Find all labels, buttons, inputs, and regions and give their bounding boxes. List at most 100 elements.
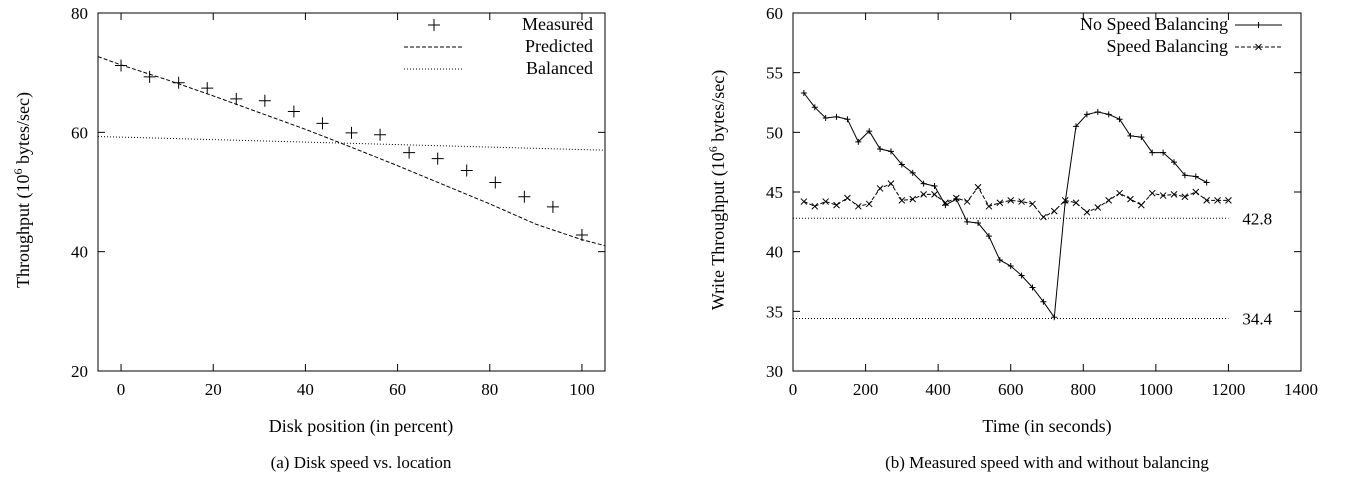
data-point	[920, 191, 927, 198]
chart-disk-speed-vs-location: 0 20 40 60 80 100 20 40 60 80 MeasuredPredictedBa…	[11, 4, 606, 472]
legend-label: Predicted	[525, 36, 593, 56]
data-point	[546, 200, 559, 213]
data-point	[345, 126, 358, 139]
data-point	[800, 198, 808, 205]
data-point	[1160, 149, 1167, 156]
data-point	[887, 180, 895, 188]
x-tick-label: 600	[998, 380, 1024, 399]
y-tick-label: 30	[766, 362, 783, 381]
x-tick-label: 20	[205, 380, 222, 399]
data-point	[1029, 200, 1036, 208]
y-tick-label: 50	[766, 123, 783, 142]
y-axis-label-suffix: bytes/sec)	[708, 70, 729, 146]
x-tick-label: 800	[1071, 380, 1097, 399]
data-point	[996, 199, 1004, 207]
x-tick-label: 60	[389, 380, 406, 399]
data-point	[1007, 196, 1015, 204]
data-point	[996, 257, 1003, 264]
y-tick-label: 35	[766, 302, 783, 321]
legend-marker	[1255, 43, 1262, 51]
data-point	[974, 183, 982, 191]
series-balanced	[97, 136, 606, 151]
y-tick-label: 20	[71, 362, 88, 381]
data-point	[1181, 193, 1189, 201]
data-point	[1073, 123, 1080, 130]
y-axis-label-prefix: Write Throughput (10	[708, 152, 729, 310]
data-point	[403, 146, 416, 159]
data-point	[115, 59, 128, 72]
plot-frame	[97, 12, 606, 372]
chart-measured-speed-with-without-balancing: 42.8 34.4 0 200 400 600 800 1000 1200 1400 30 35 40…	[706, 4, 1318, 472]
x-tick-label: 0	[117, 380, 126, 399]
y-axis-label-prefix: Throughput (10	[13, 175, 34, 288]
data-point	[985, 233, 992, 240]
data-point	[866, 128, 873, 135]
data-point	[575, 228, 588, 241]
y-axis-label-suffix: bytes/sec)	[13, 92, 34, 168]
data-point	[316, 117, 329, 130]
data-point	[1083, 208, 1091, 216]
data-point	[1214, 196, 1221, 204]
data-point	[898, 196, 906, 204]
data-point	[1192, 173, 1199, 180]
legend-entry: Balanced	[404, 58, 593, 78]
data-point	[1116, 116, 1123, 123]
data-point	[1040, 298, 1047, 305]
data-point	[975, 220, 982, 227]
series-line	[97, 136, 606, 151]
y-axis-label-superscript: 6	[11, 169, 25, 175]
data-point	[143, 70, 156, 83]
y-axis-label: Write Throughput (106 bytes/sec)	[706, 70, 729, 310]
data-point	[1148, 189, 1156, 197]
data-point	[963, 198, 971, 205]
data-point	[1105, 196, 1113, 204]
x-tick-label: 0	[789, 380, 798, 399]
data-point	[1149, 149, 1156, 156]
series-line	[97, 56, 606, 247]
y-tick-label: 60	[71, 123, 88, 142]
data-point	[1127, 132, 1134, 139]
plot-frame	[792, 12, 1302, 372]
data-point	[909, 195, 917, 203]
data-point	[887, 148, 894, 155]
data-point	[877, 146, 884, 153]
legend-label: Balanced	[526, 58, 593, 78]
x-tick-label: 80	[481, 380, 498, 399]
data-point	[833, 113, 840, 120]
y-tick-label: 80	[71, 4, 88, 23]
series-line	[803, 182, 1229, 218]
legend-entry: Measured	[428, 14, 593, 34]
data-point	[942, 199, 949, 207]
y-tick-label: 55	[766, 64, 783, 83]
series-measured	[115, 59, 588, 241]
data-point	[1050, 207, 1058, 215]
data-point	[518, 190, 531, 203]
legend-entry: Predicted	[404, 36, 593, 56]
data-point	[1061, 196, 1069, 204]
y-tick-label: 40	[766, 243, 783, 262]
data-point	[844, 116, 851, 123]
legend-entry: No Speed Balancing	[1080, 14, 1282, 34]
data-point	[931, 183, 938, 190]
data-point	[287, 105, 300, 118]
x-tick-label: 200	[853, 380, 879, 399]
data-point	[1159, 192, 1167, 199]
data-point	[854, 202, 862, 210]
data-point	[1203, 196, 1211, 204]
data-point	[374, 128, 387, 141]
data-point	[1170, 191, 1178, 198]
data-point	[876, 185, 884, 192]
data-point	[931, 191, 938, 198]
data-point	[1018, 198, 1025, 205]
y-tick-label: 60	[766, 4, 783, 23]
data-point	[1137, 201, 1145, 209]
data-point	[1127, 195, 1134, 203]
data-point	[431, 152, 444, 165]
data-point	[489, 176, 502, 189]
data-point	[920, 180, 927, 187]
legend-marker	[428, 19, 440, 31]
data-point	[964, 218, 971, 225]
data-point	[909, 169, 916, 176]
data-point	[865, 200, 873, 208]
